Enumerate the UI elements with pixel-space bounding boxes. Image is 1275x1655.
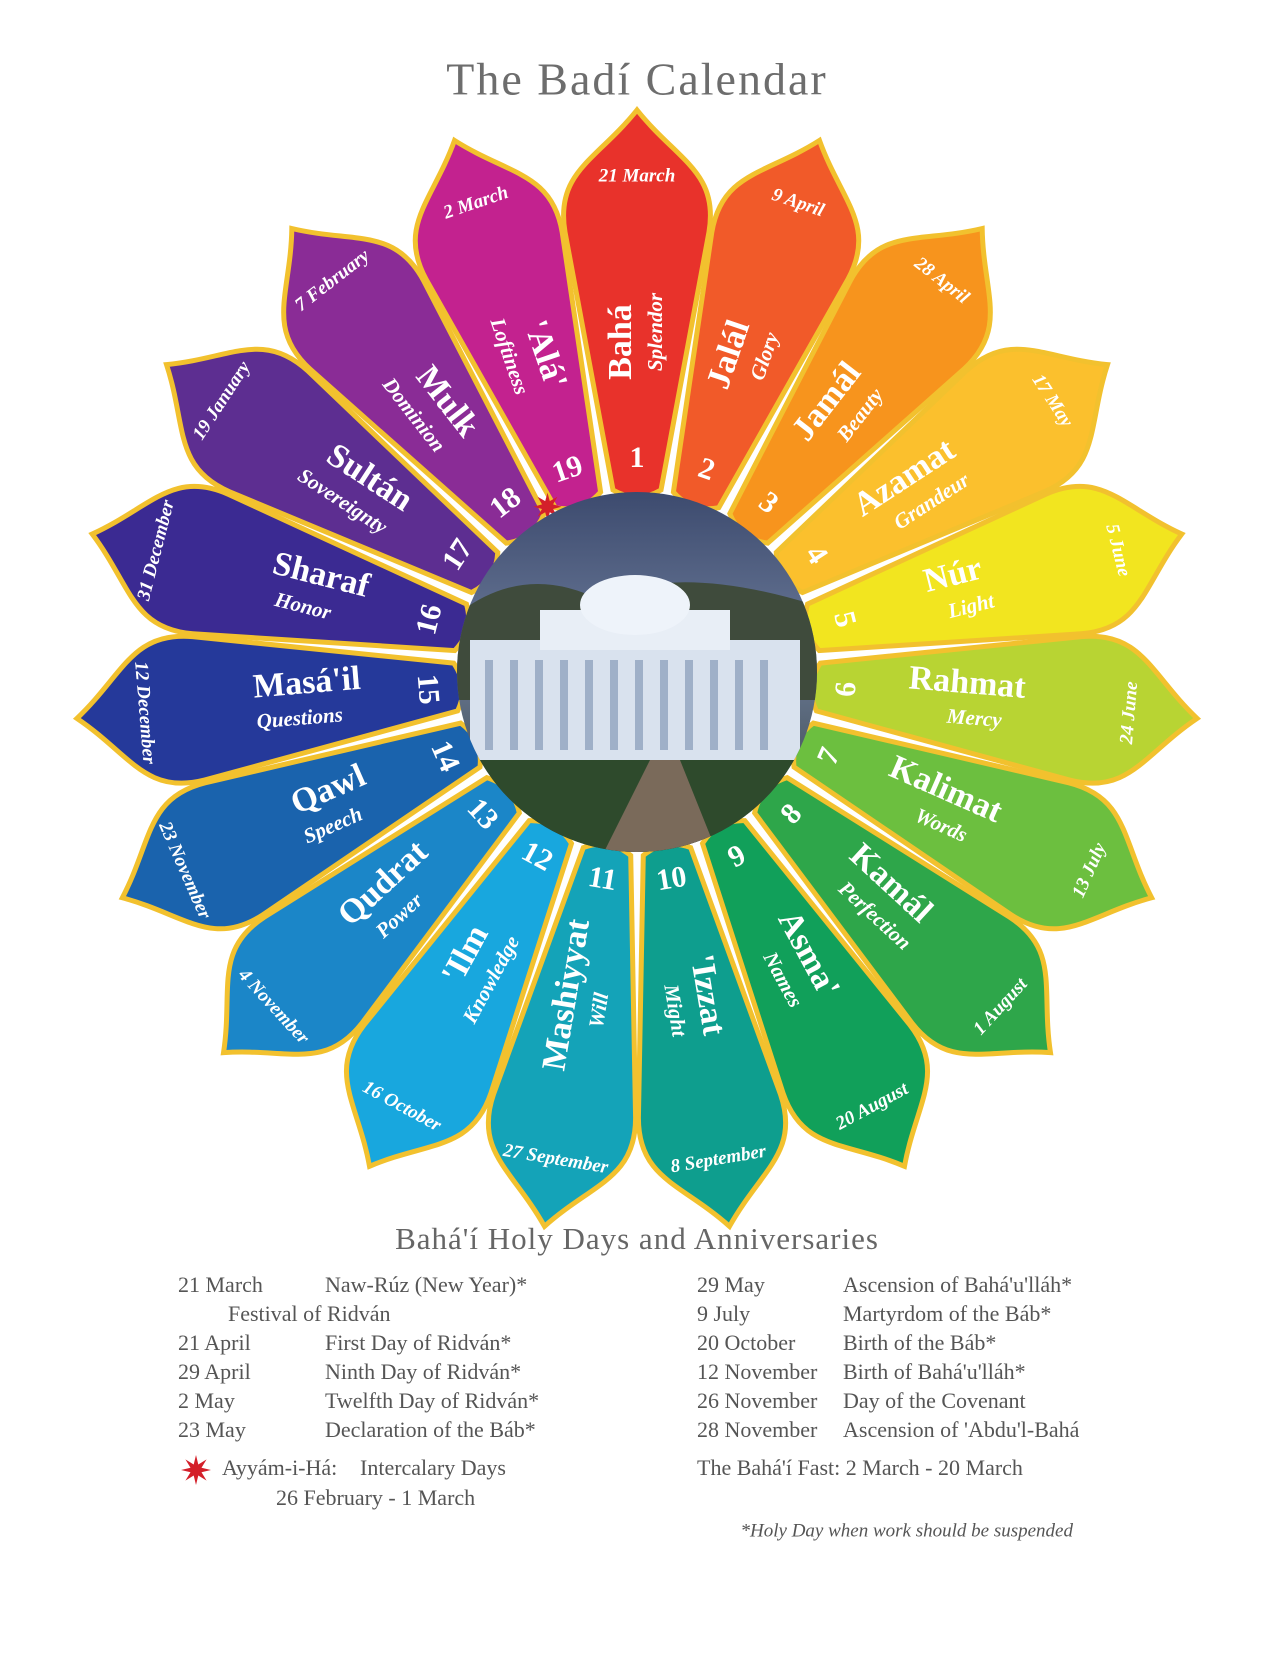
holy-days-heading: Bahá'í Holy Days and Anniversaries [395, 1221, 879, 1256]
holy-day-name: First Day of Ridván* [325, 1330, 511, 1355]
holy-day-date: 28 November [697, 1417, 818, 1442]
month-date-group: 21 March [598, 165, 676, 186]
holy-day-date: 12 November [697, 1359, 818, 1384]
holy-day-name: Ascension of Bahá'u'lláh* [843, 1272, 1072, 1297]
holy-day-name: Declaration of the Báb* [325, 1417, 536, 1442]
month-meaning-group: Mercy [945, 704, 1003, 733]
intercalary-name: Ayyám-i-Há: [222, 1455, 337, 1480]
month-meaning: Will [584, 991, 614, 1030]
holy-day-name: Twelfth Day of Ridván* [325, 1388, 539, 1413]
star-icon [181, 1455, 211, 1485]
holy-day-date: 20 October [697, 1330, 796, 1355]
month-number-group: 11 [586, 860, 619, 897]
holy-days: Bahá'í Holy Days and Anniversaries 21 Ma… [178, 1221, 1080, 1541]
month-name-group: Masá'il [252, 660, 362, 706]
month-number-group: 10 [654, 860, 689, 897]
holy-day-name: Ascension of 'Abdu'l-Bahá [843, 1417, 1080, 1442]
month-meaning: Mercy [945, 704, 1003, 733]
holy-day-name: Martyrdom of the Báb* [843, 1301, 1051, 1326]
title: The Badí Calendar [446, 54, 827, 105]
holy-day-name: Day of the Covenant [843, 1388, 1026, 1413]
month-number: 10 [654, 860, 689, 897]
holy-day-name: Festival of Ridván [228, 1301, 391, 1326]
intercalary-dates: 26 February - 1 March [276, 1485, 475, 1510]
month-number-group: 15 [411, 673, 446, 706]
intercalary-label: Intercalary Days [360, 1455, 506, 1480]
month-number: 15 [411, 673, 446, 706]
month-petal: 1 Bahá Splendor 21 March [561, 106, 713, 500]
holy-day-date: 29 May [697, 1272, 765, 1297]
holy-day-date: 21 March [178, 1272, 263, 1297]
holy-day-name: Birth of Bahá'u'lláh* [843, 1359, 1026, 1384]
month-meaning: Splendor [643, 292, 667, 371]
footnote: *Holy Day when work should be suspended [741, 1520, 1074, 1541]
holy-day-name: Birth of the Báb* [843, 1330, 996, 1355]
month-number-group: 6 [829, 680, 863, 698]
month-number: 6 [829, 680, 863, 698]
month-meaning-group: Will [584, 991, 614, 1030]
month-number-group: 1 [630, 441, 645, 474]
holy-day-date: 23 May [178, 1417, 246, 1442]
center-image [457, 492, 817, 852]
holy-day-date: 2 May [178, 1388, 235, 1413]
holy-day-name: Naw-Rúz (New Year)* [325, 1272, 527, 1297]
holy-day-date: 29 April [178, 1359, 251, 1384]
month-number: 11 [586, 860, 619, 897]
month-meaning-group: Splendor [643, 292, 667, 371]
month-name: Masá'il [252, 660, 362, 706]
holy-day-date: 21 April [178, 1330, 251, 1355]
month-name-group: Bahá [602, 304, 639, 380]
month-date: 21 March [598, 165, 676, 186]
fast: The Bahá'í Fast: 2 March - 20 March [697, 1455, 1023, 1480]
holy-day-date: 26 November [697, 1388, 818, 1413]
month-name: Bahá [602, 304, 639, 380]
holy-day-date: 9 July [697, 1301, 750, 1326]
month-number: 1 [630, 441, 645, 474]
holy-day-name: Ninth Day of Ridván* [325, 1359, 521, 1384]
